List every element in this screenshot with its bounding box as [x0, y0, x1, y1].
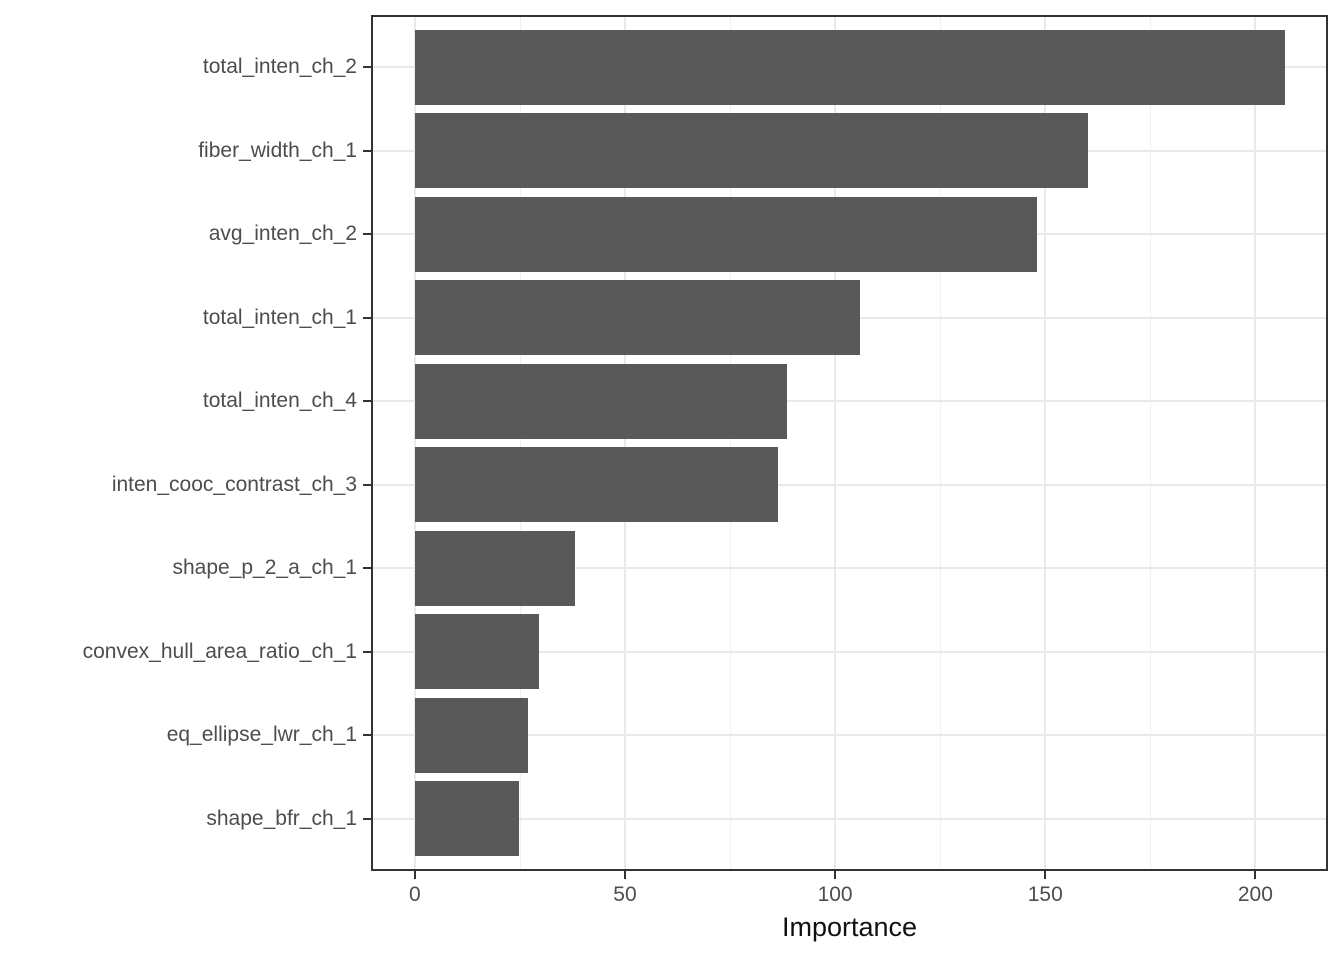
y-axis-tick [363, 233, 371, 236]
x-tick-label-0: 0 [408, 883, 421, 906]
y-axis-tick [363, 567, 371, 570]
y-axis-tick [363, 650, 371, 653]
y-tick-label-inten_cooc_contrast_ch_3: inten_cooc_contrast_ch_3 [111, 472, 357, 496]
y-tick-label-avg_inten_ch_2: avg_inten_ch_2 [208, 222, 357, 246]
plot-panel [371, 15, 1328, 871]
minor-gridline [519, 17, 521, 869]
major-gridline [373, 817, 1326, 820]
bar-total_inten_ch_1 [414, 280, 860, 356]
bar-avg_inten_ch_2 [414, 196, 1038, 272]
bar-convex_hull_area_ratio_ch_1 [414, 614, 540, 690]
bar-total_inten_ch_4 [414, 363, 788, 439]
bar-inten_cooc_contrast_ch_3 [414, 447, 778, 523]
bar-shape_bfr_ch_1 [414, 781, 520, 857]
y-axis-tick [363, 817, 371, 820]
bar-eq_ellipse_lwr_ch_1 [414, 697, 529, 773]
y-tick-label-total_inten_ch_4: total_inten_ch_4 [202, 389, 357, 413]
x-tick-label-150: 150 [1027, 883, 1063, 906]
bar-shape_p_2_a_ch_1 [414, 530, 576, 606]
x-axis-title: Importance [781, 912, 918, 942]
major-gridline [373, 734, 1326, 737]
major-gridline [623, 17, 626, 869]
y-tick-label-total_inten_ch_2: total_inten_ch_2 [202, 55, 357, 79]
bar-total_inten_ch_2 [414, 29, 1286, 105]
major-gridline [1044, 17, 1047, 869]
major-gridline [373, 567, 1326, 570]
x-tick-label-200: 200 [1237, 883, 1273, 906]
y-axis-tick [363, 400, 371, 403]
y-tick-label-shape_bfr_ch_1: shape_bfr_ch_1 [206, 806, 357, 830]
y-axis-tick [363, 734, 371, 737]
y-tick-label-convex_hull_area_ratio_ch_1: convex_hull_area_ratio_ch_1 [82, 639, 357, 663]
major-gridline [1254, 17, 1257, 869]
major-gridline [373, 400, 1326, 403]
major-gridline [373, 650, 1326, 653]
x-axis-tick [413, 871, 416, 879]
x-tick-label-50: 50 [613, 883, 637, 906]
minor-gridline [1150, 17, 1152, 869]
y-tick-label-fiber_width_ch_1: fiber_width_ch_1 [198, 138, 357, 162]
bars-layer [373, 17, 1326, 869]
minor-gridline [940, 17, 942, 869]
x-axis-tick [834, 871, 837, 879]
y-axis-tick [363, 483, 371, 486]
y-axis-tick [363, 66, 371, 69]
x-axis-tick [1044, 871, 1047, 879]
y-axis-tick [363, 316, 371, 319]
major-gridline [413, 17, 416, 869]
x-tick-label-100: 100 [817, 883, 853, 906]
y-tick-label-total_inten_ch_1: total_inten_ch_1 [202, 305, 357, 329]
y-tick-label-shape_p_2_a_ch_1: shape_p_2_a_ch_1 [172, 556, 357, 580]
minor-gridline [730, 17, 732, 869]
major-gridline [834, 17, 837, 869]
major-gridline [373, 483, 1326, 486]
y-tick-label-eq_ellipse_lwr_ch_1: eq_ellipse_lwr_ch_1 [166, 723, 357, 747]
bar-fiber_width_ch_1 [414, 113, 1089, 189]
x-axis-tick [1254, 871, 1257, 879]
y-axis-tick [363, 149, 371, 152]
x-axis-tick [623, 871, 626, 879]
